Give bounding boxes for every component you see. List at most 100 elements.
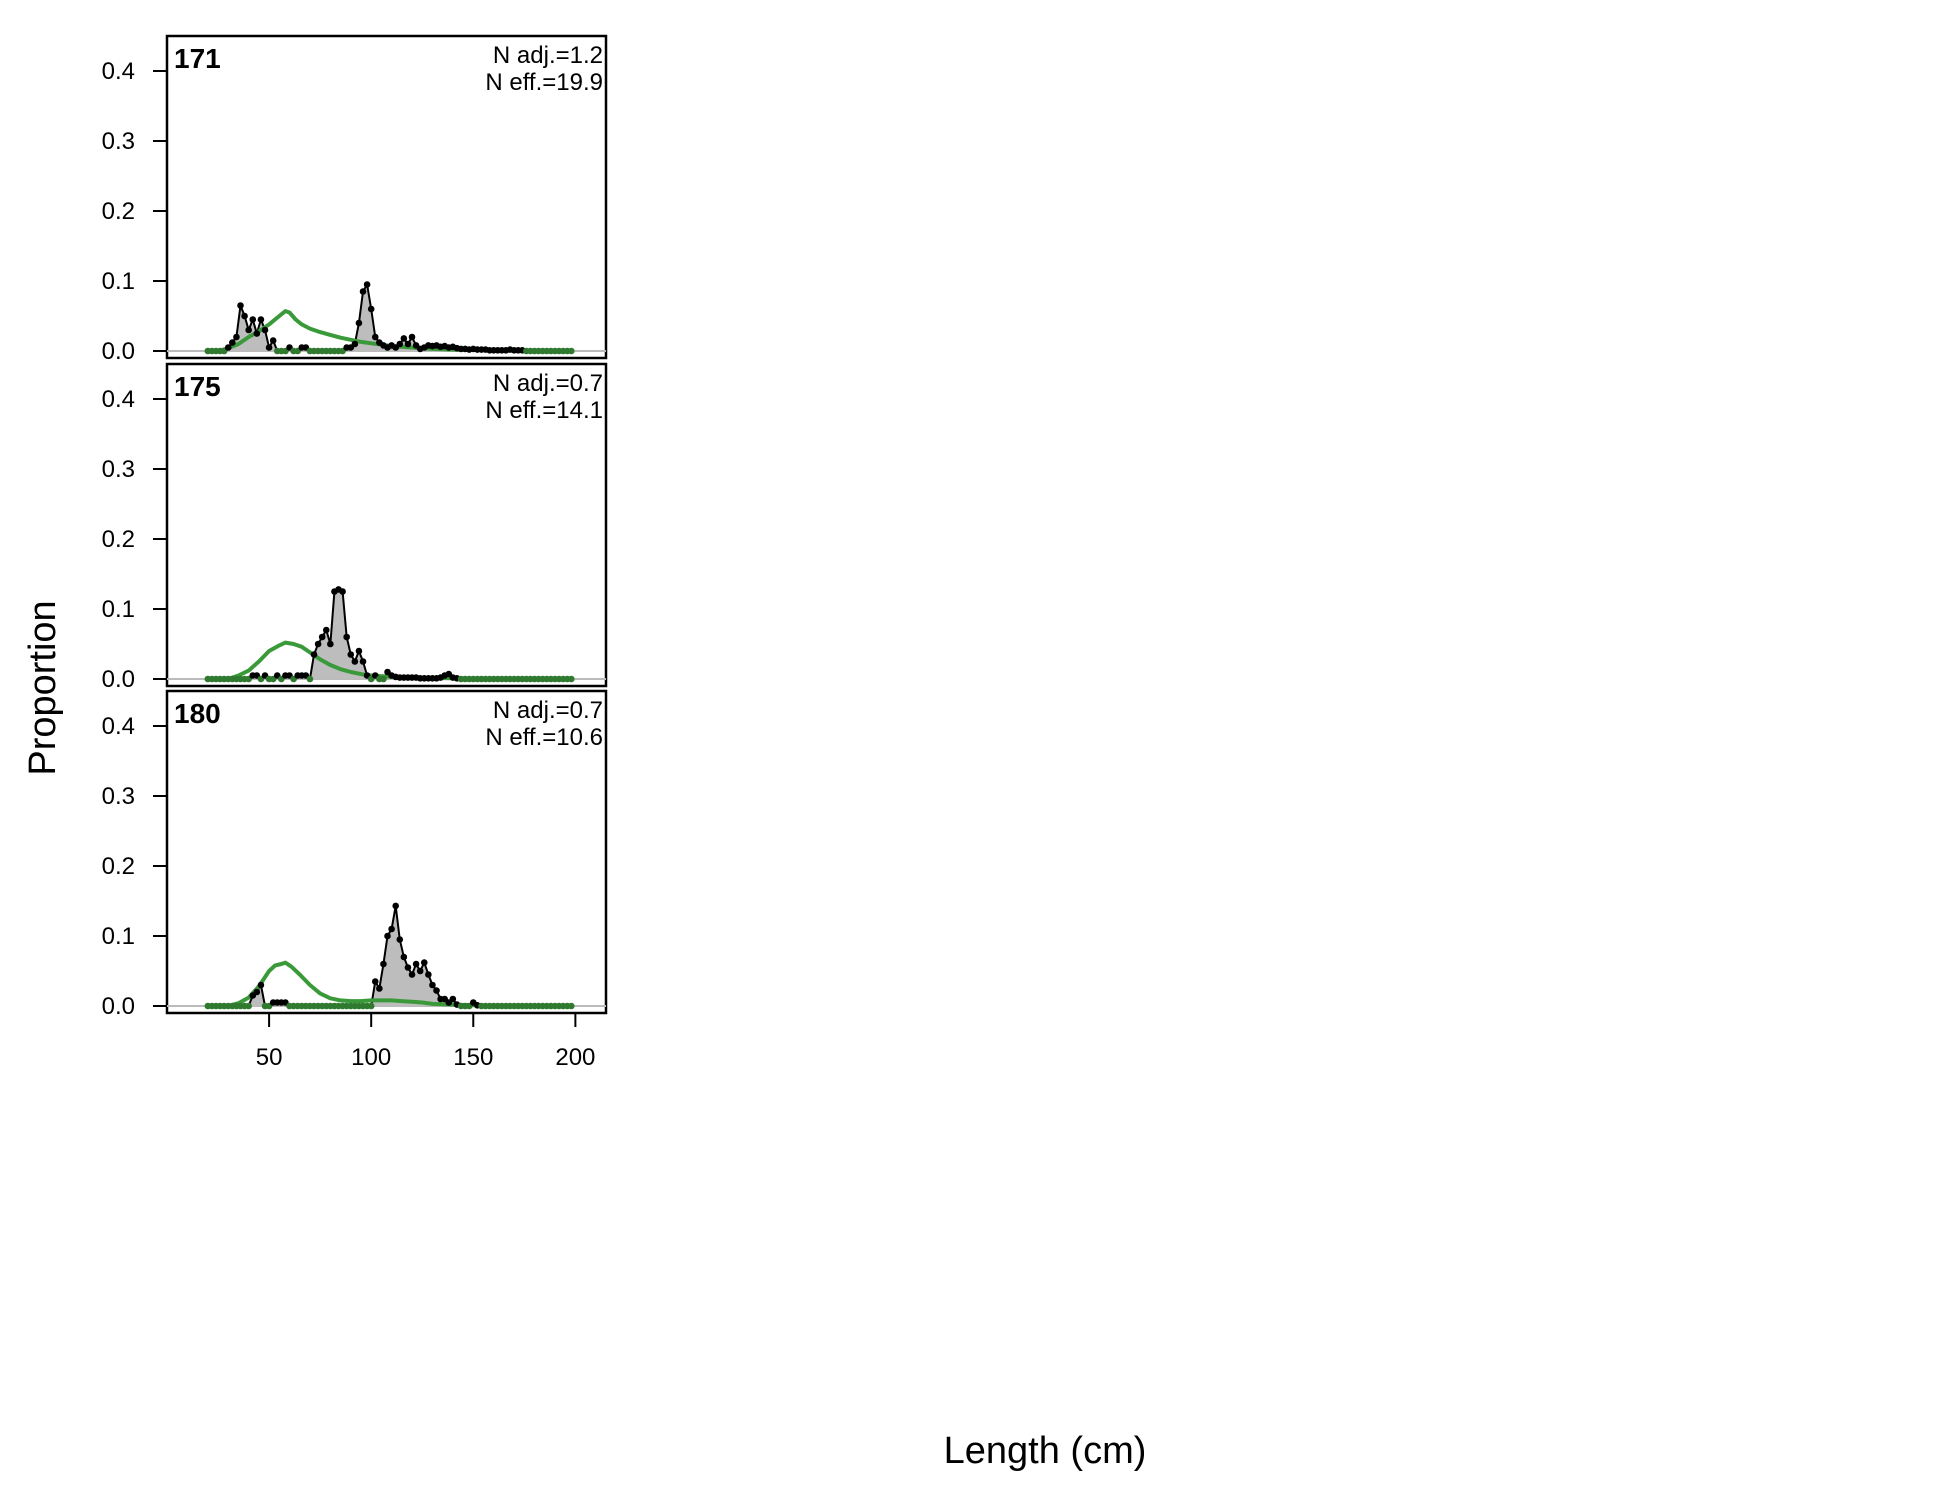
observed-point bbox=[339, 588, 346, 595]
panels-layer: 0.00.10.20.30.4 171 N adj.=1.2N eff.=19.90… bbox=[102, 34, 608, 1020]
observed-point bbox=[233, 333, 240, 341]
observed-point bbox=[408, 971, 416, 978]
observed-point bbox=[245, 326, 252, 334]
observed-point bbox=[567, 347, 575, 355]
observed-point bbox=[265, 344, 273, 351]
observed-point bbox=[433, 987, 440, 994]
observed-point bbox=[257, 316, 265, 323]
observed-point bbox=[351, 340, 359, 348]
observed-point bbox=[449, 995, 457, 1003]
n-eff-label: N eff.=19.9 bbox=[485, 69, 603, 96]
observed-point bbox=[355, 647, 363, 655]
observed-point bbox=[396, 936, 404, 943]
y-tick-label: 0.1 bbox=[102, 923, 135, 950]
expected-line bbox=[207, 960, 572, 1008]
panel-171: 0.0 0.1 0.2 0.3 0.4 171 N adj.=1.2N eff.=19.9 bbox=[102, 34, 608, 365]
y-tick-label: 0.1 bbox=[102, 268, 135, 295]
y-tick-label: 0.3 bbox=[102, 128, 135, 155]
observed-point bbox=[241, 312, 248, 320]
n-adj-label: N adj.=0.7 bbox=[493, 370, 603, 397]
observed-point bbox=[567, 1002, 575, 1010]
y-tick-label: 0.1 bbox=[102, 596, 135, 623]
observed-point bbox=[376, 985, 383, 992]
observed-point bbox=[347, 651, 355, 658]
observed-point bbox=[229, 339, 236, 346]
observed-point bbox=[245, 1002, 252, 1010]
observed-point bbox=[400, 335, 408, 342]
observed-point bbox=[318, 633, 326, 641]
observed-line bbox=[207, 588, 572, 681]
observed-point bbox=[425, 971, 432, 978]
panel-frame bbox=[165, 34, 608, 360]
observed-point bbox=[306, 675, 314, 683]
observed-point bbox=[416, 967, 424, 975]
y-tick-label: 0.0 bbox=[102, 993, 135, 1020]
x-axis: 50 100 150 200 bbox=[256, 1013, 595, 1071]
y-tick-label: 0.2 bbox=[102, 526, 135, 553]
expected-line bbox=[207, 640, 572, 681]
observed-point bbox=[261, 326, 269, 334]
observed-point bbox=[392, 902, 399, 910]
y-tick-label: 0.0 bbox=[102, 666, 135, 693]
panel-title: 171 bbox=[174, 43, 221, 74]
observed-area bbox=[207, 905, 572, 1006]
x-tick-label: 100 bbox=[351, 1044, 391, 1071]
y-tick-label: 0.2 bbox=[102, 198, 135, 225]
y-tick-label: 0.4 bbox=[102, 58, 135, 85]
observed-point bbox=[388, 925, 395, 933]
observed-point bbox=[322, 626, 330, 634]
observed-point bbox=[253, 988, 261, 996]
observed-point bbox=[327, 640, 334, 648]
observed-point bbox=[249, 316, 257, 323]
x-axis-title: Length (cm) bbox=[944, 1430, 1147, 1472]
observed-point bbox=[404, 340, 412, 348]
panel-frame bbox=[165, 362, 608, 688]
panel-180: 0.0 0.1 0.2 0.3 0.4 180 N adj.=0.7N eff.=10.6 bbox=[102, 689, 608, 1020]
observed-point bbox=[567, 675, 575, 683]
observed-area bbox=[207, 284, 572, 351]
observed-point bbox=[310, 651, 318, 658]
observed-point bbox=[253, 330, 261, 337]
n-eff-label: N eff.=14.1 bbox=[485, 397, 603, 424]
observed-point bbox=[269, 337, 277, 344]
observed-point bbox=[396, 340, 404, 348]
observed-point bbox=[420, 959, 428, 966]
observed-point bbox=[371, 978, 379, 985]
x-tick-label: 50 bbox=[256, 1044, 283, 1071]
observed-point bbox=[359, 658, 367, 665]
observed-point bbox=[343, 633, 350, 641]
observed-point bbox=[363, 281, 371, 288]
x-tick-label: 150 bbox=[453, 1044, 493, 1071]
observed-point bbox=[359, 288, 367, 295]
observed-point bbox=[380, 675, 387, 683]
observed-point bbox=[257, 981, 265, 989]
y-tick-label: 0.4 bbox=[102, 386, 135, 413]
observed-point bbox=[367, 305, 375, 313]
observed-point bbox=[404, 964, 412, 971]
n-adj-label: N adj.=0.7 bbox=[493, 697, 603, 724]
observed-point bbox=[355, 319, 363, 327]
observed-point bbox=[371, 333, 379, 341]
panel-frame bbox=[165, 689, 608, 1015]
observed-point bbox=[224, 344, 232, 351]
observed-point bbox=[380, 960, 387, 968]
y-tick-label: 0.3 bbox=[102, 783, 135, 810]
n-adj-label: N adj.=1.2 bbox=[493, 42, 603, 69]
observed-point bbox=[412, 960, 420, 968]
x-tick-label: 200 bbox=[555, 1044, 595, 1071]
observed-point bbox=[384, 932, 391, 940]
panel-title: 180 bbox=[174, 698, 221, 729]
y-tick-label: 0.3 bbox=[102, 456, 135, 483]
observed-point bbox=[400, 953, 408, 961]
n-eff-label: N eff.=10.6 bbox=[485, 724, 603, 751]
panel-title: 175 bbox=[174, 371, 221, 402]
observed-point bbox=[367, 1002, 375, 1010]
observed-point bbox=[429, 981, 436, 989]
y-tick-label: 0.2 bbox=[102, 853, 135, 880]
observed-point bbox=[237, 302, 244, 309]
observed-area bbox=[207, 589, 572, 679]
panel-175: 0.0 0.1 0.2 0.3 0.4 175 N adj.=0.7N eff.=14.1 bbox=[102, 362, 608, 693]
observed-point bbox=[314, 640, 322, 648]
y-tick-label: 0.0 bbox=[102, 338, 135, 365]
